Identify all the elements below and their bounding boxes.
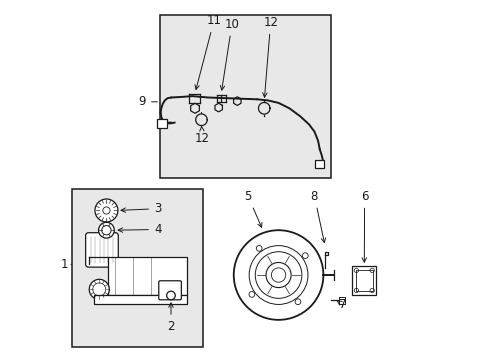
Text: 8: 8	[310, 190, 325, 243]
Bar	[339, 297, 344, 304]
Circle shape	[265, 262, 290, 288]
Circle shape	[248, 292, 254, 297]
Circle shape	[99, 222, 114, 238]
Circle shape	[166, 291, 175, 300]
Text: 4: 4	[118, 223, 161, 236]
Text: 6: 6	[360, 190, 367, 262]
Bar	[108, 257, 187, 295]
Text: 2: 2	[167, 303, 174, 333]
FancyBboxPatch shape	[159, 281, 181, 300]
Circle shape	[294, 299, 300, 305]
Bar	[351, 266, 376, 295]
Bar	[72, 189, 202, 347]
Circle shape	[233, 230, 323, 320]
Bar	[157, 119, 166, 128]
Text: 10: 10	[220, 18, 239, 90]
Bar	[94, 295, 187, 304]
Text: 12: 12	[195, 126, 210, 145]
Text: 9: 9	[138, 95, 157, 108]
Text: 11: 11	[195, 14, 221, 90]
Bar	[314, 159, 324, 168]
Bar	[160, 15, 330, 178]
Circle shape	[302, 253, 307, 258]
Circle shape	[89, 279, 109, 300]
Text: 5: 5	[244, 190, 262, 228]
Text: 7: 7	[336, 298, 346, 311]
FancyBboxPatch shape	[85, 233, 118, 267]
Text: 1: 1	[61, 258, 72, 271]
Circle shape	[95, 199, 118, 222]
Text: 12: 12	[262, 16, 278, 97]
Text: 3: 3	[121, 202, 161, 215]
Circle shape	[256, 246, 262, 251]
Bar	[355, 270, 372, 291]
